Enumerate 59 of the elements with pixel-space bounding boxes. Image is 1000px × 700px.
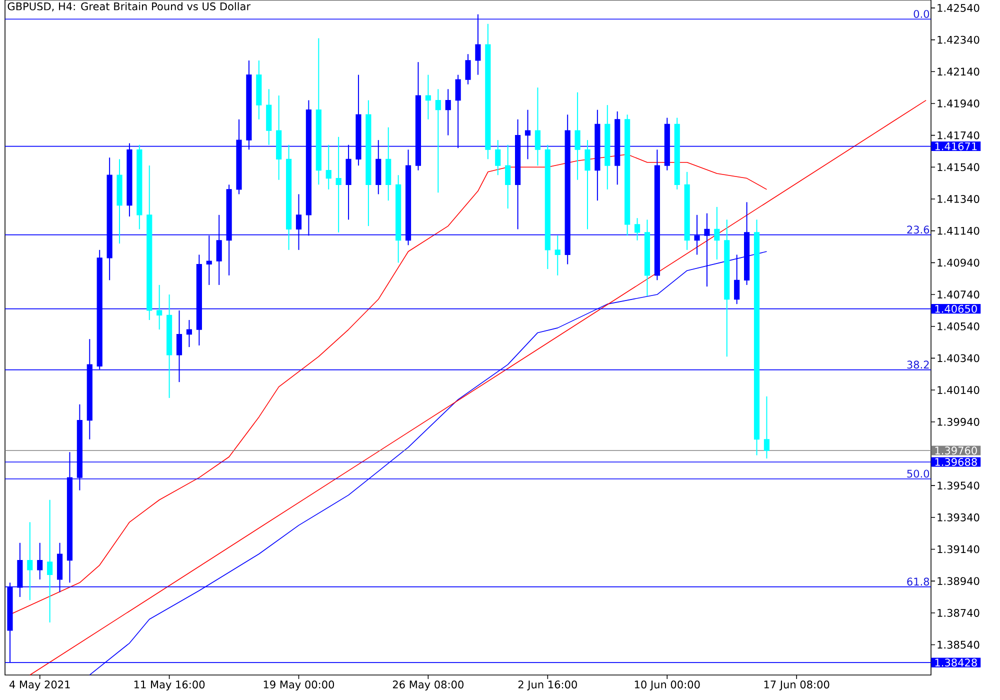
y-tick-label: 1.39940	[938, 418, 980, 426]
candlestick	[37, 542, 43, 580]
candlestick	[425, 74, 431, 120]
candlestick	[714, 206, 720, 260]
candlestick	[734, 254, 740, 305]
candlestick	[634, 218, 640, 241]
annotation: 38.2	[907, 360, 929, 369]
candlestick	[336, 136, 342, 233]
y-tick-label: 1.39140	[938, 545, 980, 554]
candlestick	[326, 144, 332, 190]
y-tick-label: 1.39340	[938, 513, 980, 522]
y-tick-label: 1.40740	[938, 290, 980, 298]
y-tick-label: 1.39540	[938, 482, 980, 490]
annotation: 50.0	[907, 470, 930, 478]
x-tick-label: 2 Jun 16:00	[518, 680, 577, 690]
candlestick	[505, 144, 511, 210]
y-tick-label: 1.40340	[938, 354, 980, 362]
ref-line-label: 1.39688	[935, 458, 977, 466]
y-tick-label: 1.42540	[938, 4, 980, 12]
y-tick-label: 1.41740	[938, 131, 980, 140]
x-tick-label: 4 May 2021	[9, 680, 70, 690]
x-tick-label: 11 May 16:00	[134, 680, 205, 690]
annotation: 23.6	[907, 226, 930, 234]
y-tick-label: 1.41940	[938, 99, 980, 108]
ref-line-label: 1.40650	[935, 304, 977, 313]
annotation: 61.8	[907, 578, 930, 586]
candlestick	[584, 140, 590, 230]
x-tick-label: 17 Jun 08:00	[764, 680, 830, 690]
y-tick-label: 1.38740	[938, 608, 980, 617]
y-tick-label: 1.38540	[938, 640, 980, 649]
candlestick	[495, 140, 501, 176]
candlestick	[156, 284, 162, 330]
candlestick	[465, 54, 471, 85]
y-tick-label: 1.41340	[938, 195, 980, 203]
annotation: 0.0	[914, 10, 930, 18]
x-tick-label: 19 May 00:00	[264, 680, 334, 690]
ref-line-label: 1.38428	[935, 658, 977, 667]
y-tick-label: 1.41140	[938, 226, 980, 235]
y-tick-label: 1.40940	[938, 258, 980, 267]
ref-line-label: 1.41671	[935, 142, 977, 150]
y-tick-label: 1.42140	[938, 68, 980, 76]
y-tick-label: 1.42340	[938, 36, 980, 44]
candlestick	[435, 88, 441, 194]
candlestick	[534, 87, 540, 166]
candlestick	[27, 522, 33, 601]
candlestick	[445, 88, 451, 136]
y-tick-label: 1.40540	[938, 322, 980, 330]
candlestick	[574, 92, 580, 180]
candlestick	[764, 396, 770, 459]
y-tick-label: 1.40140	[938, 386, 980, 394]
y-tick-label: 1.38940	[938, 577, 980, 586]
y-tick-label: 1.41540	[938, 163, 980, 172]
x-tick-label: 26 May 08:00	[392, 680, 464, 690]
x-tick-label: 10 Jun 00:00	[634, 680, 700, 690]
candlestick	[47, 499, 53, 623]
candlestick	[554, 235, 560, 276]
chart-title: GBPUSD, H4: Great Britain Pound vs US Dollar	[8, 2, 251, 12]
ref-line-label: 1.39760	[935, 446, 977, 454]
candlestick	[186, 319, 192, 348]
